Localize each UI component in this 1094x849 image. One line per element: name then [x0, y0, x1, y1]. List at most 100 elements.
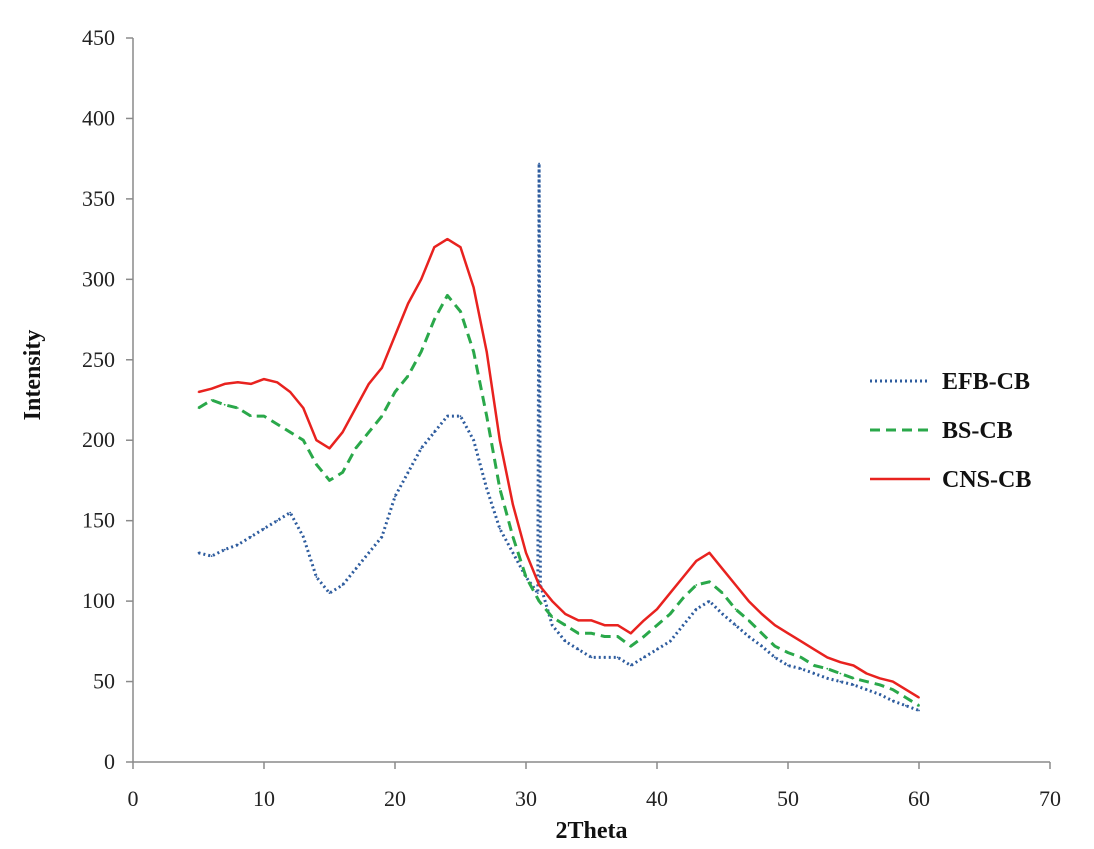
data-point: [354, 447, 357, 450]
data-point: [459, 246, 462, 249]
data-point: [564, 624, 567, 627]
data-point: [210, 555, 213, 557]
series-EFB-CB: [197, 162, 920, 712]
data-point: [236, 543, 239, 546]
data-point: [695, 608, 698, 611]
data-point: [525, 576, 527, 578]
data-point: [289, 391, 292, 393]
data-point: [394, 495, 396, 498]
data-point: [918, 704, 920, 707]
data-point: [367, 431, 370, 434]
data-point: [381, 366, 383, 369]
data-point: [747, 635, 750, 638]
data-point: [852, 683, 855, 686]
series-layer: [197, 162, 920, 712]
data-point: [669, 640, 671, 643]
data-point: [250, 415, 252, 417]
data-point: [891, 688, 894, 691]
data-point: [289, 511, 292, 514]
data-point: [669, 592, 671, 594]
data-point: [577, 632, 580, 635]
data-point: [433, 431, 436, 434]
data-point: [538, 600, 540, 602]
data-point: [341, 431, 344, 434]
data-point: [328, 447, 331, 450]
data-point: [918, 696, 920, 699]
data-point: [852, 664, 855, 667]
data-point: [918, 709, 920, 712]
data-point: [446, 294, 449, 297]
data-point: [760, 632, 763, 635]
data-point: [747, 619, 750, 622]
data-point: [616, 635, 619, 638]
data-point: [878, 693, 881, 696]
data-point: [407, 471, 409, 474]
data-point: [536, 592, 539, 594]
data-point: [236, 407, 239, 409]
data-point: [223, 383, 226, 385]
legend-label: BS-CB: [942, 418, 1013, 444]
data-point: [800, 656, 802, 659]
data-point: [381, 535, 383, 538]
x-tick-label: 0: [128, 786, 139, 811]
data-point: [865, 672, 868, 675]
data-point: [459, 310, 462, 313]
data-point: [446, 415, 449, 417]
data-point: [643, 656, 645, 659]
y-tick-label: 200: [82, 427, 115, 452]
data-point: [865, 688, 868, 691]
data-point: [197, 391, 200, 393]
data-point: [328, 592, 331, 594]
data-point: [263, 415, 265, 417]
data-point: [708, 551, 711, 554]
data-point: [223, 548, 226, 551]
data-point: [616, 656, 619, 659]
y-tick-label: 150: [82, 508, 115, 533]
data-point: [787, 664, 789, 667]
y-tick-label: 400: [82, 105, 115, 130]
legend-label: CNS-CB: [942, 467, 1031, 493]
data-point: [315, 576, 318, 578]
data-point: [774, 656, 776, 659]
data-point: [656, 608, 658, 611]
data-point: [721, 568, 724, 570]
data-point: [472, 350, 475, 353]
axes: 0 50 100 150 200 250 300 350 400 450 0 10 20 30 40 50 60…: [82, 25, 1061, 811]
data-point: [498, 439, 501, 442]
data-point: [302, 535, 305, 538]
y-tick-label: 0: [104, 749, 115, 774]
data-point: [590, 656, 593, 659]
series-CNS-CB: [197, 237, 920, 699]
data-point: [315, 463, 318, 466]
data-point: [839, 672, 842, 675]
x-tick-label: 30: [515, 786, 537, 811]
data-point: [354, 407, 357, 409]
series-BS-CB: [197, 293, 920, 707]
data-point: [760, 645, 763, 648]
y-tick-label: 350: [82, 186, 115, 211]
x-tick-label: 40: [646, 786, 668, 811]
data-point: [813, 672, 816, 675]
series-line: [198, 237, 920, 699]
data-point: [446, 238, 449, 241]
x-axis-title: 2Theta: [556, 818, 628, 844]
data-point: [891, 680, 894, 683]
data-point: [878, 683, 881, 686]
data-point: [420, 447, 423, 450]
data-point: [210, 399, 213, 401]
data-point: [512, 535, 514, 538]
data-point: [472, 286, 475, 289]
data-point: [197, 551, 200, 554]
data-point: [826, 667, 829, 670]
data-point: [525, 551, 527, 554]
legend-label: EFB-CB: [942, 369, 1030, 395]
data-point: [603, 656, 606, 659]
data-point: [263, 527, 265, 530]
data-point: [538, 584, 540, 586]
data-point: [865, 680, 868, 683]
data-point: [826, 677, 829, 680]
data-point: [682, 576, 685, 578]
data-point: [682, 624, 685, 627]
data-point: [708, 580, 711, 583]
data-point: [250, 383, 252, 385]
